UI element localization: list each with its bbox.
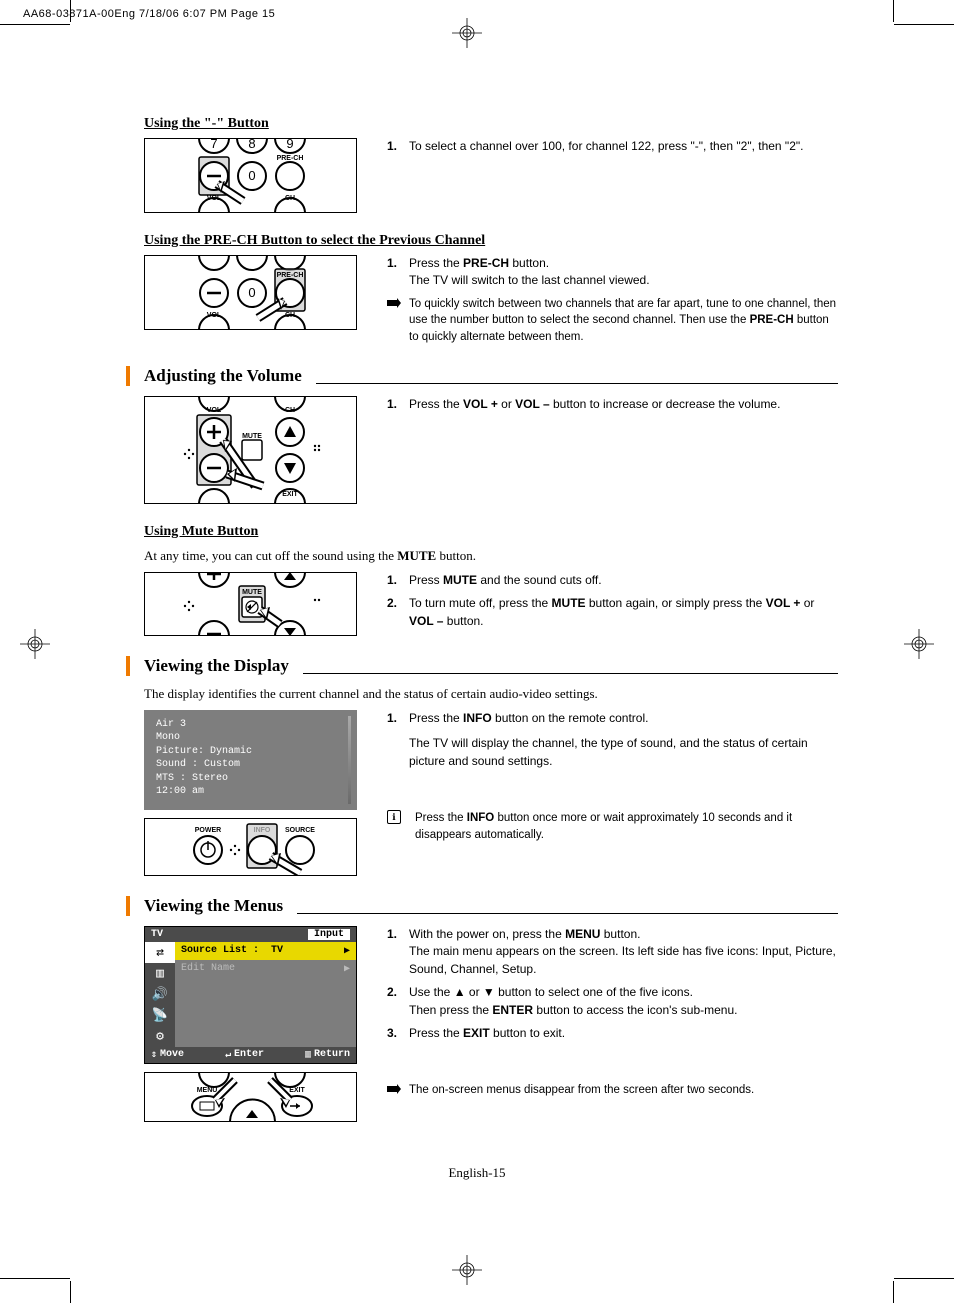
registration-mark-icon	[20, 629, 50, 659]
remote-fig-prech: 0 PRE-CH VOL CH	[144, 255, 357, 330]
section-accent-bar	[126, 896, 130, 916]
menu-footer-move: ⇕ Move	[151, 1049, 184, 1061]
menu-icon-picture: ▥	[145, 963, 175, 984]
svg-text:CH: CH	[285, 312, 295, 319]
dash-heading: Using the "-" Button	[144, 116, 838, 132]
page-footer: English-15	[0, 1165, 954, 1181]
registration-mark-icon	[452, 18, 482, 48]
svg-text:9: 9	[286, 138, 293, 151]
svg-text:CH: CH	[285, 407, 295, 414]
remote-fig-menu: MENU EXIT	[144, 1072, 357, 1122]
remote-fig-info: POWER INFO SOURCE	[144, 818, 357, 876]
section-accent-bar	[126, 656, 130, 676]
svg-text:PRE-CH: PRE-CH	[277, 155, 304, 162]
svg-text:POWER: POWER	[195, 827, 221, 834]
remote-fig-dash: 7 8 9 0 PRE-CH VOL CH	[144, 138, 357, 213]
menu-icon-channel: 📡	[145, 1005, 175, 1026]
page-header: AA68-03871A-00Eng 7/18/06 6:07 PM Page 1…	[23, 8, 275, 20]
menu-icon-input: ⇄	[145, 942, 175, 963]
display-intro: The display identifies the current chann…	[144, 686, 838, 702]
note-arrow-icon	[387, 1084, 401, 1094]
menu-ui: TV Input ⇄ ▥ 🔊 📡 ⚙ Sourc	[144, 926, 357, 1064]
svg-text:PRE-CH: PRE-CH	[277, 272, 304, 279]
registration-mark-icon	[452, 1255, 482, 1285]
note-arrow-icon	[387, 298, 401, 308]
svg-text:CH: CH	[285, 195, 295, 202]
svg-text:7: 7	[210, 138, 217, 151]
menu-footer-return: ▥ Return	[305, 1049, 350, 1061]
svg-text:0: 0	[248, 168, 255, 183]
svg-text:MUTE: MUTE	[242, 433, 262, 440]
prech-heading: Using the PRE-CH Button to select the Pr…	[144, 233, 838, 249]
section-accent-bar	[126, 366, 130, 386]
svg-text:VOL: VOL	[207, 312, 222, 319]
volume-title: Adjusting the Volume	[144, 366, 302, 386]
mute-heading: Using Mute Button	[144, 524, 838, 540]
dash-step1: To select a channel over 100, for channe…	[409, 138, 803, 155]
registration-mark-icon	[904, 629, 934, 659]
menus-title: Viewing the Menus	[144, 896, 283, 916]
remote-fig-volume: VOL CH MUTE	[144, 396, 357, 504]
svg-text:0: 0	[248, 285, 255, 300]
svg-text:MENU: MENU	[197, 1087, 218, 1094]
display-title: Viewing the Display	[144, 656, 289, 676]
remote-fig-mute: MUTE	[144, 572, 357, 636]
menu-icon-sound: 🔊	[145, 984, 175, 1005]
menu-icon-setup: ⚙	[145, 1026, 175, 1047]
info-display: Air 3 Mono Picture: Dynamic Sound : Cust…	[144, 710, 357, 810]
info-icon: ℹ	[387, 810, 401, 824]
svg-text:MUTE: MUTE	[242, 589, 262, 596]
svg-text:VOL: VOL	[207, 407, 222, 414]
menu-footer-enter: ↵ Enter	[225, 1049, 264, 1061]
svg-text:SOURCE: SOURCE	[285, 827, 315, 834]
svg-text:VOL: VOL	[207, 195, 222, 202]
svg-text:8: 8	[248, 138, 255, 151]
svg-text:EXIT: EXIT	[289, 1087, 305, 1094]
svg-text:EXIT: EXIT	[282, 491, 298, 498]
